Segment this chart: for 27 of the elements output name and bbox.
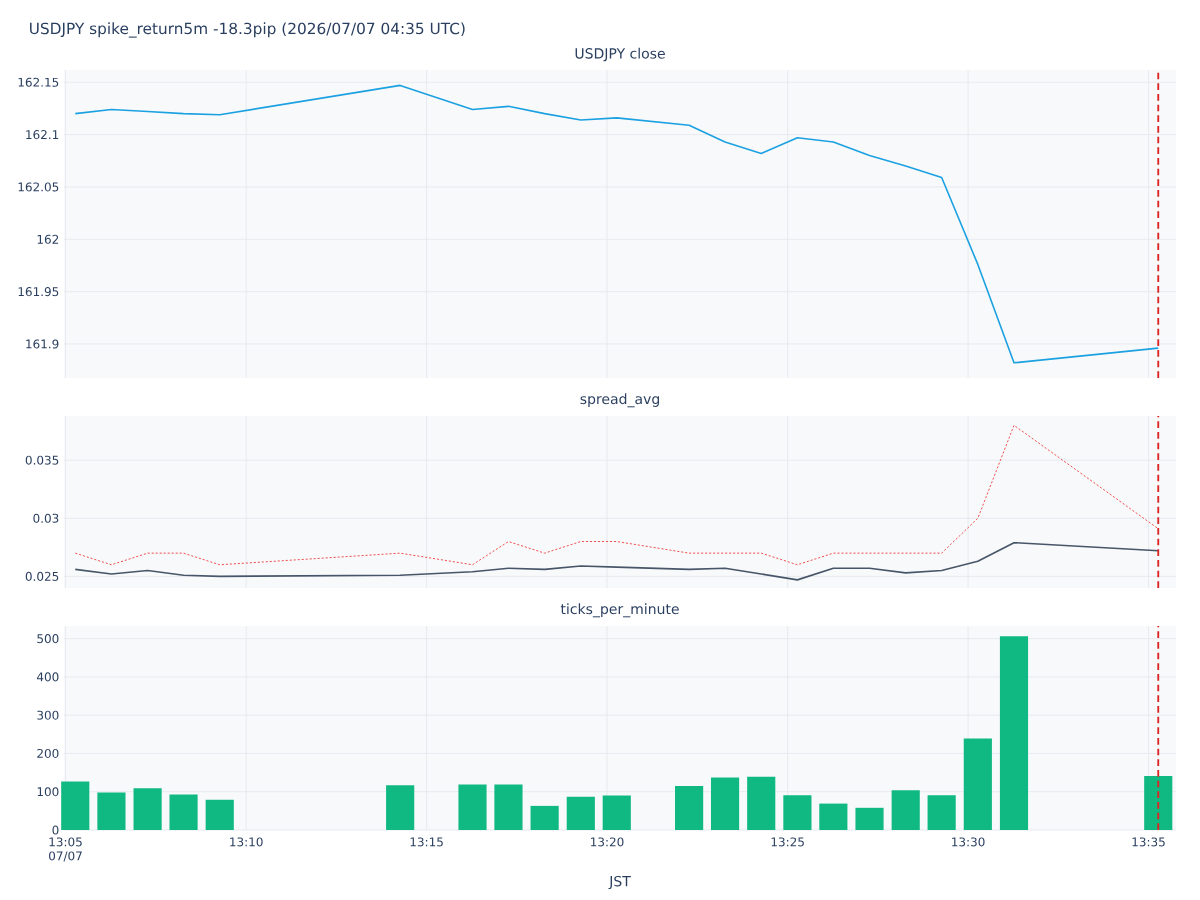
y-tick-label: 100 <box>37 787 59 797</box>
y-tick-label: 162 <box>37 234 59 244</box>
y-tick-label: 162.15 <box>18 77 59 87</box>
y-tick-label: 0 <box>52 825 59 835</box>
x-tick-label: 13:30 <box>952 837 985 847</box>
chart-title: spread_avg <box>580 393 659 408</box>
y-tick-label: 162.05 <box>18 182 59 192</box>
y-tick-label: 162.1 <box>26 130 59 140</box>
chart-subtitle: USDJPY close <box>575 47 665 62</box>
y-tick-label: 0.03 <box>33 513 59 523</box>
y-tick-label: 0.025 <box>25 571 59 581</box>
x-tick-label: 13:35 <box>1132 837 1165 847</box>
y-tick-label: 200 <box>37 748 59 758</box>
y-tick-label: 400 <box>36 672 59 682</box>
x-tick-label: 13:05 07/07 <box>49 837 82 862</box>
y-tick-label: 0.035 <box>25 455 59 465</box>
y-tick-label: 161.9 <box>26 339 59 349</box>
x-tick-label: 13:20 <box>591 837 624 847</box>
x-tick-label: 13:15 <box>410 837 443 847</box>
y-tick-label: 500 <box>37 634 59 644</box>
y-tick-label: 161.95 <box>18 287 59 297</box>
chart-title: USDJPY spike_return5m -18.3pip (2026/07/07 04:35 UTC) <box>30 22 465 38</box>
y-tick-label: 300 <box>37 710 59 720</box>
chart-title: ticks_per_minute <box>560 603 679 618</box>
x-axis-title: JST <box>608 875 631 890</box>
x-tick-label: 13:25 <box>771 837 804 847</box>
x-tick-label: 13:10 <box>230 837 263 847</box>
